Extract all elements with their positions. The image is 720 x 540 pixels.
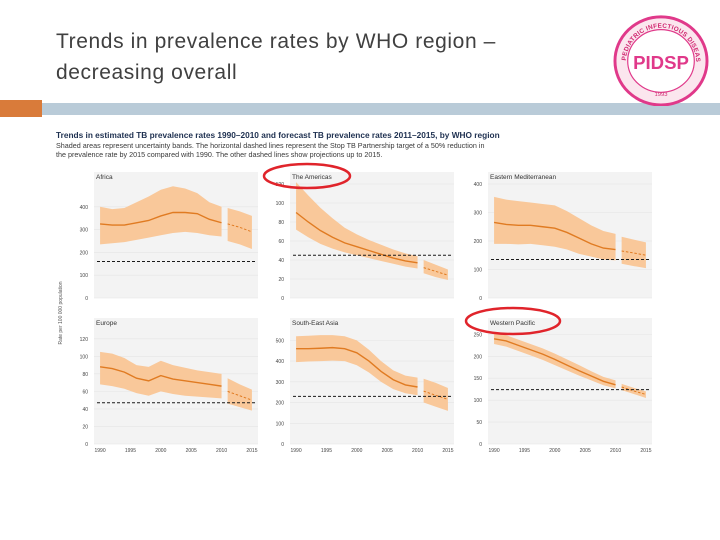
y-tick-label: 0	[479, 442, 482, 448]
y-tick-label: 200	[276, 401, 285, 407]
panel-south-east-asia: South-East Asia 0 100 200 300 400 500 1990 1995 2…	[276, 318, 454, 454]
y-tick-label: 40	[278, 258, 284, 264]
y-tick-label: 60	[82, 389, 88, 395]
y-tick-label: 120	[80, 337, 89, 343]
forecast-band	[621, 236, 646, 269]
y-tick-label: 80	[82, 372, 88, 378]
y-tick-label: 0	[281, 296, 284, 302]
y-tick-label: 100	[276, 421, 285, 427]
y-tick-label: 400	[474, 182, 483, 188]
y-tick-label: 0	[479, 296, 482, 302]
y-tick-label: 100	[80, 273, 89, 279]
logo-monogram: PIDSP	[633, 52, 689, 73]
figure-caption-line1: Shaded areas represent uncertainty bands…	[56, 141, 484, 150]
y-tick-label: 40	[82, 407, 88, 413]
y-tick-label: 500	[276, 338, 285, 344]
forecast-band	[227, 207, 252, 249]
logo-year: 1993	[654, 92, 667, 98]
y-tick-label: 300	[474, 211, 483, 217]
x-tick-label: 2000	[549, 448, 560, 454]
y-tick-label: 100	[80, 354, 89, 360]
series-line	[493, 221, 616, 251]
uncertainty-band	[296, 182, 418, 269]
y-tick-label: 250	[474, 332, 483, 338]
series-line	[493, 338, 616, 386]
y-tick-label: 200	[80, 250, 89, 256]
y-tick-label: 60	[278, 239, 284, 245]
y-tick-label: 20	[82, 424, 88, 430]
slide-title: Trends in prevalence rates by WHO region…	[56, 26, 596, 88]
series-line	[295, 211, 418, 264]
uncertainty-band	[296, 335, 418, 396]
y-tick-label: 100	[276, 201, 285, 207]
y-tick-label: 300	[276, 380, 285, 386]
forecast-band	[423, 260, 448, 280]
y-tick-label: 400	[80, 205, 89, 211]
x-tick-label: 2010	[610, 448, 621, 454]
forecast-line	[227, 390, 253, 401]
panel-background	[488, 318, 652, 444]
y-tick-label: 0	[281, 442, 284, 448]
y-tick-label: 200	[474, 239, 483, 245]
y-tick-label: 300	[80, 228, 89, 234]
series-line	[100, 211, 222, 226]
panel-title: Europe	[96, 320, 117, 327]
accent-block	[0, 100, 42, 117]
forecast-band	[621, 383, 646, 398]
figure-title: Trends in estimated TB prevalence rates …	[56, 130, 500, 140]
x-tick-label: 1995	[125, 448, 136, 454]
panel-europe: Europe 0 20 40 60 80 100 120 1990 1995 2000 2005 201…	[80, 318, 258, 454]
y-tick-label: 50	[476, 420, 482, 426]
panel-eastern-mediterranean: Eastern Mediterranean 0 100 200 300 400	[474, 172, 652, 302]
y-tick-label: 0	[85, 442, 88, 448]
x-tick-label: 2015	[442, 448, 453, 454]
series-line	[99, 366, 222, 387]
forecast-band	[423, 378, 448, 411]
y-tick-label: 100	[474, 268, 483, 274]
y-axis-label: Rate per 100 000 population	[58, 281, 64, 344]
x-tick-label: 2015	[640, 448, 651, 454]
panel-title: The Americas	[292, 174, 332, 181]
panel-western-pacific: Western Pacific 0 50 100 150 200 250 1990 1995 20…	[474, 318, 652, 454]
panel-title: South-East Asia	[292, 320, 339, 327]
y-tick-label: 200	[474, 354, 483, 360]
y-tick-label: 150	[474, 376, 483, 382]
y-tick-label: 400	[276, 359, 285, 365]
x-tick-label: 2005	[186, 448, 197, 454]
highlight-western-pacific	[464, 306, 562, 336]
panel-title: Eastern Mediterranean	[490, 174, 557, 181]
x-tick-label: 1995	[321, 448, 332, 454]
pidsp-logo: PEDIATRIC INFECTIOUS DISEASE SOCIETY PID…	[612, 12, 709, 106]
x-tick-label: 2000	[155, 448, 166, 454]
x-tick-label: 1990	[95, 448, 106, 454]
y-tick-label: 20	[278, 277, 284, 283]
title-divider-bar	[42, 103, 720, 115]
y-tick-label: 0	[85, 296, 88, 302]
series-line	[296, 346, 418, 388]
uncertainty-band	[494, 332, 616, 389]
x-tick-label: 1995	[519, 448, 530, 454]
x-tick-label: 2005	[382, 448, 393, 454]
tb-prevalence-figure: Trends in estimated TB prevalence rates …	[56, 130, 652, 454]
highlight-americas	[262, 162, 352, 190]
x-tick-label: 1990	[489, 448, 500, 454]
slide-title-line1: Trends in prevalence rates by WHO region…	[56, 30, 496, 53]
y-tick-label: 80	[278, 220, 284, 226]
panel-africa: Africa 0 100 200 300 400	[80, 172, 258, 302]
slide-title-line2: decreasing overall	[56, 61, 238, 84]
x-tick-label: 2000	[351, 448, 362, 454]
x-tick-label: 2005	[580, 448, 591, 454]
x-tick-label: 2010	[216, 448, 227, 454]
panel-title: Africa	[96, 174, 113, 181]
x-tick-label: 2015	[246, 448, 257, 454]
figure-caption-line2: the prevalence rate by 2015 compared wit…	[56, 150, 382, 159]
panel-title: Western Pacific	[490, 320, 536, 327]
x-tick-label: 1990	[291, 448, 302, 454]
y-tick-label: 100	[474, 398, 483, 404]
x-tick-label: 2010	[412, 448, 423, 454]
